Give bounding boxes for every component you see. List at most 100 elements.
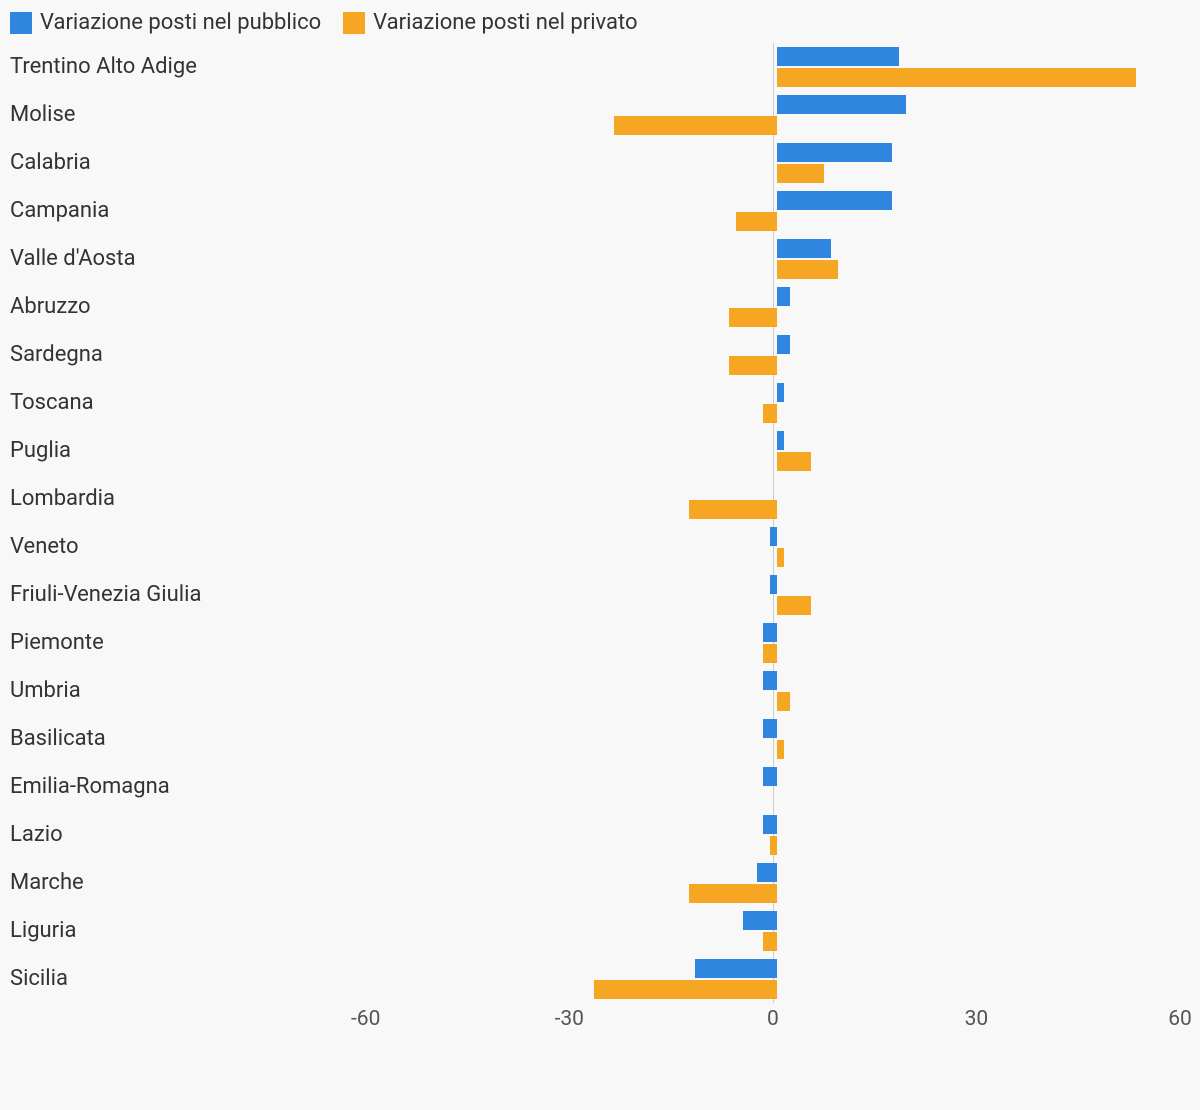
bar-privato bbox=[729, 308, 777, 327]
bar-privato bbox=[777, 548, 784, 567]
region-label: Campania bbox=[10, 187, 234, 235]
region-label: Marche bbox=[10, 859, 234, 907]
bar-privato bbox=[777, 740, 784, 759]
chart-row: Molise bbox=[10, 91, 1180, 139]
bar-privato bbox=[763, 404, 777, 423]
legend: Variazione posti nel pubblico Variazione … bbox=[10, 10, 1180, 35]
bar-privato bbox=[777, 452, 811, 471]
bar-pubblico bbox=[777, 239, 831, 258]
chart-container: Variazione posti nel pubblico Variazione … bbox=[0, 0, 1200, 1033]
legend-item-0: Variazione posti nel pubblico bbox=[10, 10, 321, 35]
region-label: Trentino Alto Adige bbox=[10, 43, 234, 91]
bar-pubblico bbox=[763, 719, 777, 738]
bar-area bbox=[234, 763, 1180, 811]
bar-area bbox=[234, 379, 1180, 427]
chart-row: Piemonte bbox=[10, 619, 1180, 667]
bar-area bbox=[234, 427, 1180, 475]
bar-area bbox=[234, 283, 1180, 331]
x-tick: -60 bbox=[351, 1007, 380, 1031]
bar-pubblico bbox=[777, 431, 784, 450]
bar-pubblico bbox=[763, 815, 777, 834]
region-label: Liguria bbox=[10, 907, 234, 955]
bar-area bbox=[234, 571, 1180, 619]
bar-privato bbox=[777, 596, 811, 615]
region-label: Basilicata bbox=[10, 715, 234, 763]
region-label: Friuli-Venezia Giulia bbox=[10, 571, 234, 619]
bar-privato bbox=[777, 692, 791, 711]
bar-area bbox=[234, 907, 1180, 955]
bar-area bbox=[234, 523, 1180, 571]
bar-area bbox=[234, 43, 1180, 91]
chart-row: Liguria bbox=[10, 907, 1180, 955]
region-label: Molise bbox=[10, 91, 234, 139]
region-label: Emilia-Romagna bbox=[10, 763, 234, 811]
bar-area bbox=[234, 139, 1180, 187]
chart-row: Campania bbox=[10, 187, 1180, 235]
legend-swatch-0 bbox=[10, 12, 32, 34]
bar-pubblico bbox=[770, 575, 777, 594]
legend-label-0: Variazione posti nel pubblico bbox=[40, 10, 321, 35]
x-tick: 0 bbox=[767, 1007, 779, 1031]
chart-row: Marche bbox=[10, 859, 1180, 907]
region-label: Toscana bbox=[10, 379, 234, 427]
chart-row: Valle d'Aosta bbox=[10, 235, 1180, 283]
x-axis: -60-3003060 bbox=[230, 1003, 1180, 1033]
region-label: Sardegna bbox=[10, 331, 234, 379]
chart-row: Sicilia bbox=[10, 955, 1180, 1003]
region-label: Calabria bbox=[10, 139, 234, 187]
bar-privato bbox=[770, 836, 777, 855]
bar-pubblico bbox=[757, 863, 777, 882]
chart-row: Veneto bbox=[10, 523, 1180, 571]
plot-inner: Trentino Alto AdigeMoliseCalabriaCampani… bbox=[10, 43, 1180, 1033]
chart-row: Lombardia bbox=[10, 475, 1180, 523]
region-label: Puglia bbox=[10, 427, 234, 475]
bar-area bbox=[234, 667, 1180, 715]
bar-pubblico bbox=[777, 143, 892, 162]
bar-pubblico bbox=[777, 191, 892, 210]
bar-privato bbox=[777, 260, 838, 279]
bar-privato bbox=[729, 356, 777, 375]
chart-row: Calabria bbox=[10, 139, 1180, 187]
bar-area bbox=[234, 187, 1180, 235]
bar-area bbox=[234, 91, 1180, 139]
region-label: Abruzzo bbox=[10, 283, 234, 331]
bar-pubblico bbox=[777, 383, 784, 402]
bar-privato bbox=[689, 500, 777, 519]
region-label: Lombardia bbox=[10, 475, 234, 523]
bar-pubblico bbox=[770, 527, 777, 546]
bar-pubblico bbox=[777, 47, 899, 66]
bar-pubblico bbox=[777, 95, 906, 114]
bar-area bbox=[234, 619, 1180, 667]
bar-area bbox=[234, 235, 1180, 283]
chart-row: Sardegna bbox=[10, 331, 1180, 379]
bar-pubblico bbox=[763, 767, 777, 786]
bar-pubblico bbox=[743, 911, 777, 930]
legend-swatch-1 bbox=[343, 12, 365, 34]
legend-label-1: Variazione posti nel privato bbox=[373, 10, 637, 35]
chart-row: Emilia-Romagna bbox=[10, 763, 1180, 811]
bar-area bbox=[234, 859, 1180, 907]
bar-privato bbox=[777, 68, 1137, 87]
chart-row: Lazio bbox=[10, 811, 1180, 859]
bar-privato bbox=[594, 980, 777, 999]
bar-pubblico bbox=[695, 959, 776, 978]
region-label: Sicilia bbox=[10, 955, 234, 1003]
x-tick: -30 bbox=[555, 1007, 584, 1031]
chart-row: Trentino Alto Adige bbox=[10, 43, 1180, 91]
x-tick: 30 bbox=[965, 1007, 989, 1031]
plot-area: Trentino Alto AdigeMoliseCalabriaCampani… bbox=[10, 43, 1180, 1033]
chart-row: Toscana bbox=[10, 379, 1180, 427]
bar-privato bbox=[763, 932, 777, 951]
bar-privato bbox=[689, 884, 777, 903]
bar-area bbox=[234, 475, 1180, 523]
bar-pubblico bbox=[763, 623, 777, 642]
x-tick: 60 bbox=[1168, 1007, 1192, 1031]
region-label: Valle d'Aosta bbox=[10, 235, 234, 283]
region-label: Veneto bbox=[10, 523, 234, 571]
bar-area bbox=[234, 955, 1180, 1003]
bar-privato bbox=[763, 644, 777, 663]
region-label: Lazio bbox=[10, 811, 234, 859]
chart-row: Umbria bbox=[10, 667, 1180, 715]
bar-pubblico bbox=[763, 671, 777, 690]
chart-row: Friuli-Venezia Giulia bbox=[10, 571, 1180, 619]
